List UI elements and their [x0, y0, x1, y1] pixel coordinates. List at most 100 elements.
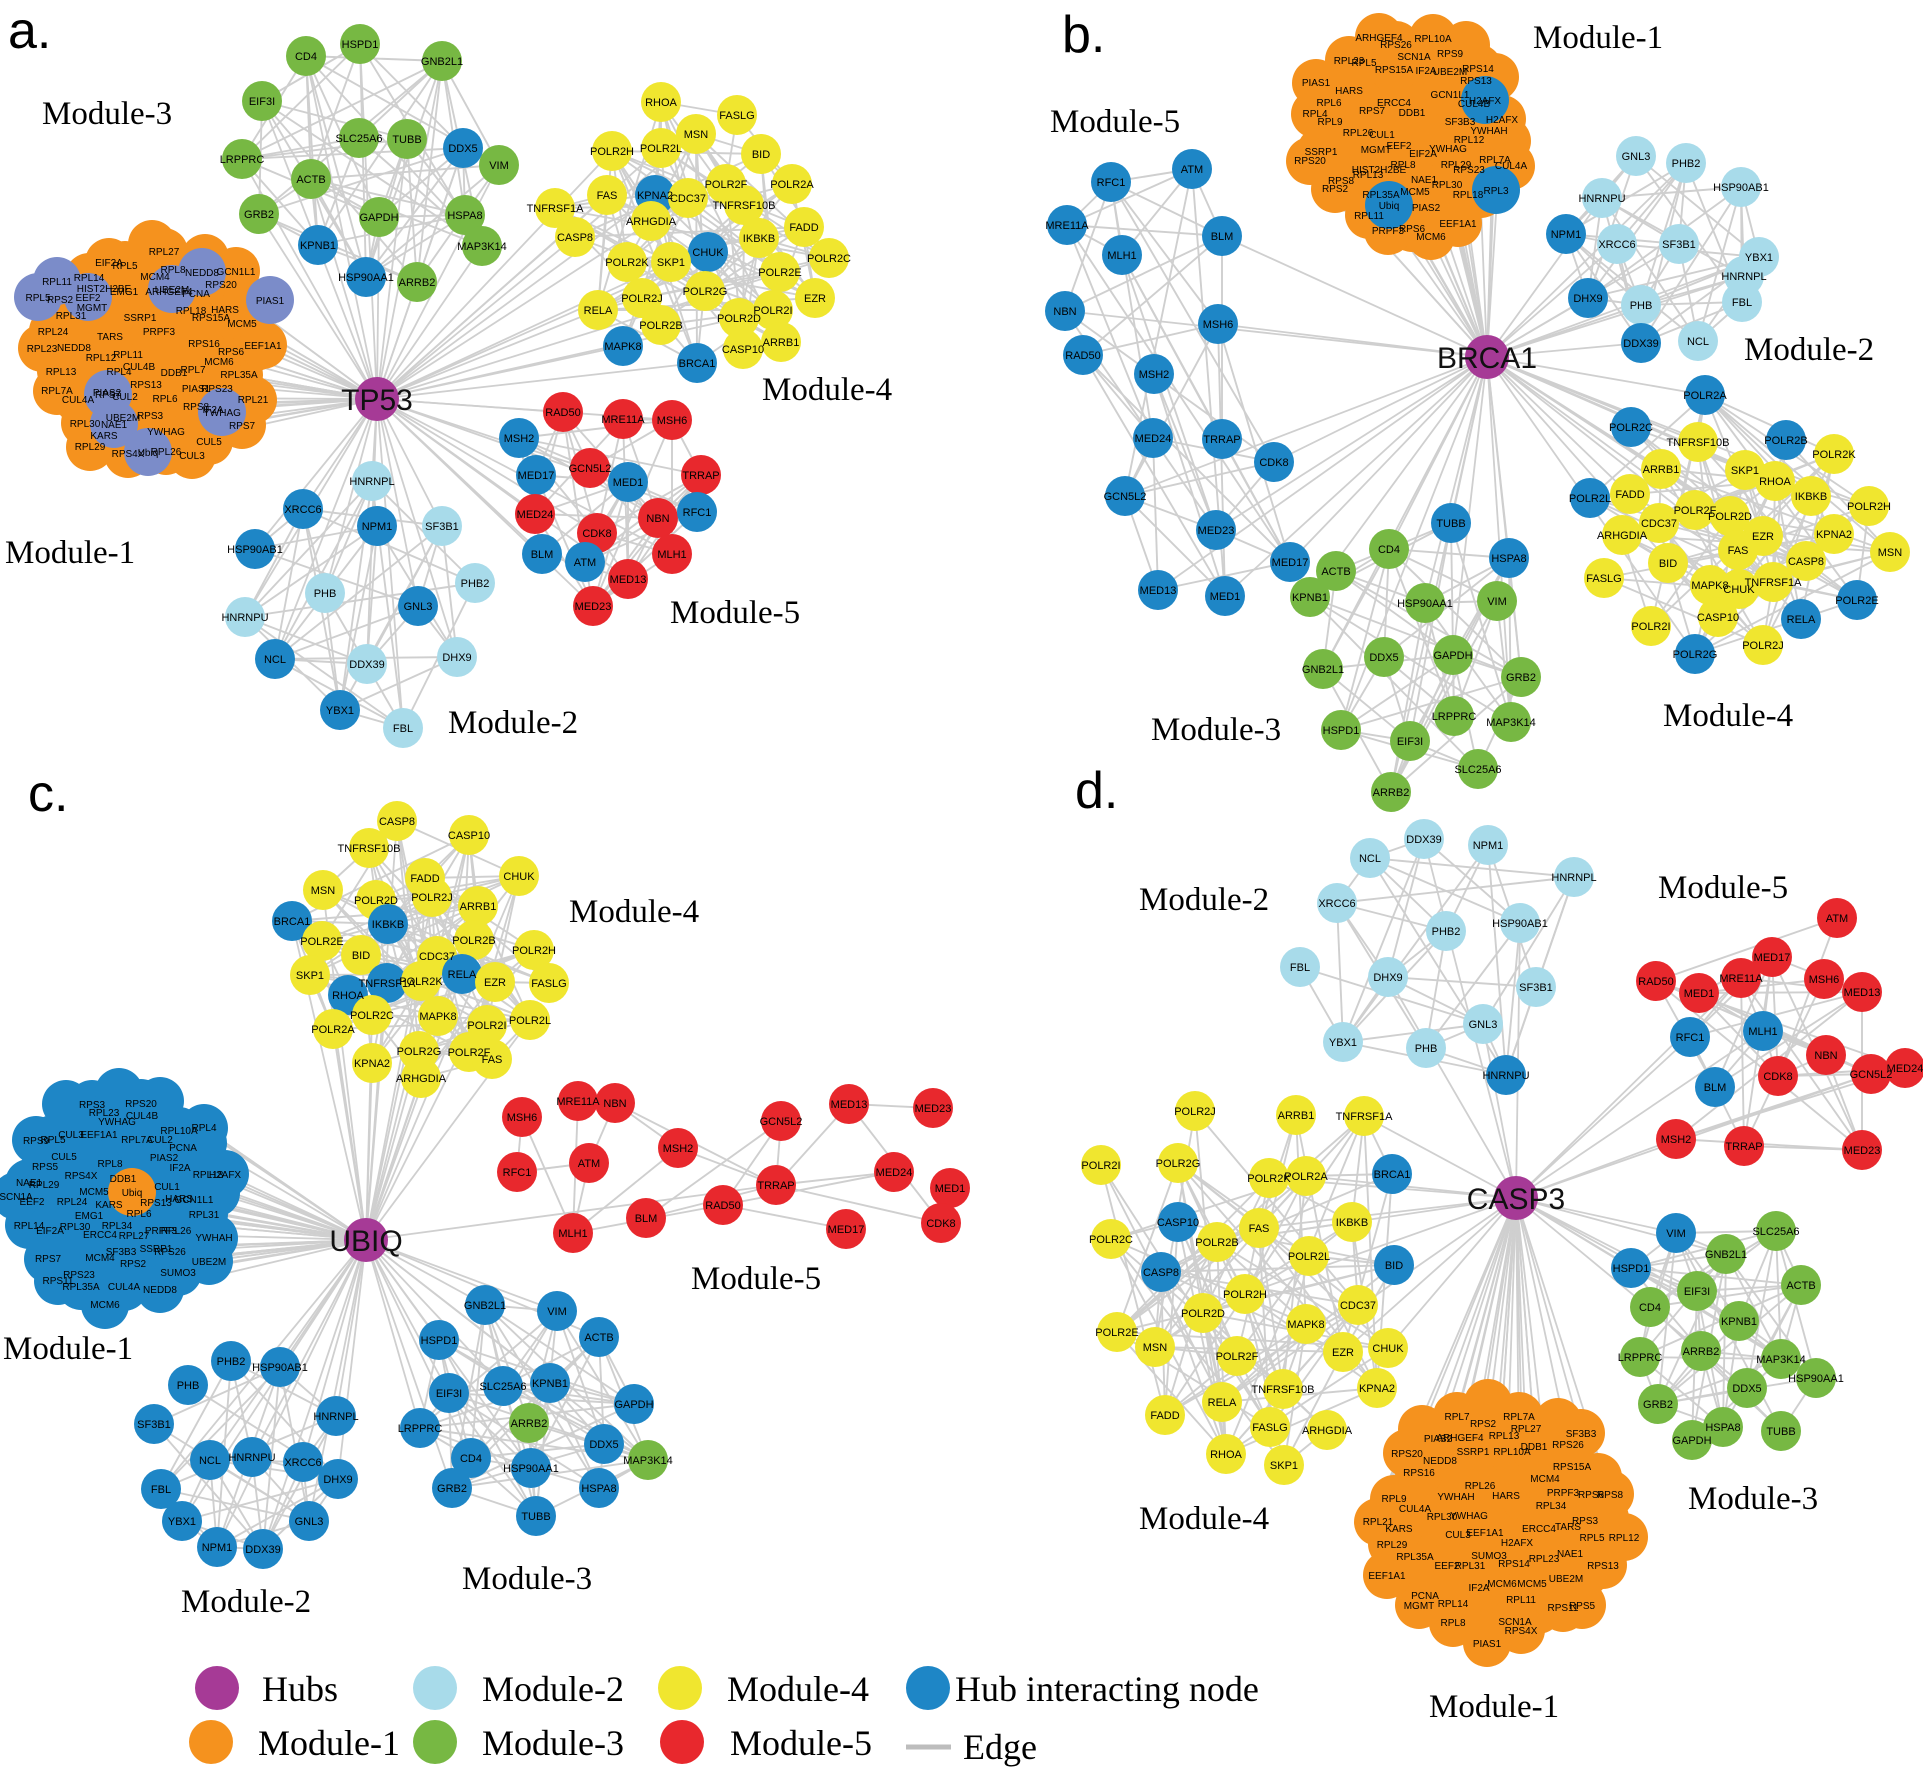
svg-text:RPL30: RPL30	[1427, 1512, 1458, 1523]
svg-text:CUL4A: CUL4A	[62, 395, 95, 406]
svg-text:BLM: BLM	[1211, 231, 1234, 243]
svg-text:Module-3: Module-3	[1688, 1481, 1818, 1517]
svg-text:RPS7: RPS7	[95, 390, 122, 401]
svg-text:MAPK8: MAPK8	[419, 1011, 456, 1023]
svg-text:RPL31: RPL31	[56, 311, 87, 322]
svg-text:RPL6: RPL6	[152, 394, 177, 405]
svg-text:CUL4B: CUL4B	[126, 1111, 159, 1122]
svg-text:MCM6: MCM6	[90, 1300, 120, 1311]
svg-text:FADD: FADD	[789, 222, 818, 234]
svg-text:YWHAG: YWHAG	[147, 427, 185, 438]
svg-text:NCL: NCL	[1359, 853, 1381, 865]
svg-text:RPL10A: RPL10A	[1493, 1447, 1531, 1458]
svg-text:HNRNPL: HNRNPL	[1551, 872, 1596, 884]
svg-text:ARHGEF4: ARHGEF4	[1355, 33, 1403, 44]
svg-text:TNFRSF1A: TNFRSF1A	[1336, 1111, 1394, 1123]
svg-text:RHOA: RHOA	[645, 97, 677, 109]
svg-text:MRE11A: MRE11A	[1045, 220, 1089, 232]
svg-text:NAE1: NAE1	[101, 420, 128, 431]
svg-text:RPL6: RPL6	[126, 1209, 151, 1220]
svg-text:POLR2K: POLR2K	[1812, 449, 1856, 461]
svg-text:NBN: NBN	[646, 513, 669, 525]
svg-text:DDX39: DDX39	[349, 659, 384, 671]
svg-text:RPS3: RPS3	[137, 411, 164, 422]
svg-text:MED17: MED17	[1272, 557, 1309, 569]
svg-text:RHOA: RHOA	[332, 990, 364, 1002]
svg-text:RPS4X: RPS4X	[112, 449, 145, 460]
svg-text:UBE2M: UBE2M	[1433, 67, 1467, 78]
svg-text:MSH6: MSH6	[1203, 319, 1234, 331]
svg-text:POLR2I: POLR2I	[753, 305, 792, 317]
svg-text:Module-1: Module-1	[1429, 1689, 1559, 1725]
svg-text:CASP10: CASP10	[722, 344, 764, 356]
svg-text:POLR2K: POLR2K	[399, 976, 443, 988]
svg-text:NEDD8: NEDD8	[143, 1285, 177, 1296]
svg-text:GNB2L1: GNB2L1	[1705, 1249, 1747, 1261]
svg-text:RPL11: RPL11	[1506, 1595, 1536, 1606]
svg-text:Module-2: Module-2	[448, 705, 578, 741]
svg-text:MAP3K14: MAP3K14	[1756, 1354, 1806, 1366]
svg-text:RPS8: RPS8	[1597, 1490, 1624, 1501]
svg-text:Ubiq: Ubiq	[138, 448, 159, 459]
svg-text:HSPD1: HSPD1	[421, 1335, 458, 1347]
svg-text:POLR2B: POLR2B	[1195, 1237, 1238, 1249]
svg-text:EEF2: EEF2	[75, 293, 100, 304]
svg-text:TUBB: TUBB	[392, 134, 421, 146]
svg-text:Module-4: Module-4	[762, 372, 892, 408]
svg-text:PRPF3: PRPF3	[1372, 226, 1405, 237]
svg-text:RPL9: RPL9	[1381, 1494, 1406, 1505]
svg-text:IF2A: IF2A	[1468, 1583, 1489, 1594]
svg-text:LRPPRC: LRPPRC	[1618, 1352, 1663, 1364]
svg-text:HNRNPU: HNRNPU	[1482, 1070, 1529, 1082]
svg-text:TRRAP: TRRAP	[682, 470, 719, 482]
svg-text:YBX1: YBX1	[168, 1516, 196, 1528]
svg-text:SLC25A6: SLC25A6	[335, 133, 382, 145]
svg-text:H2AFX: H2AFX	[209, 1170, 242, 1181]
svg-text:RFC1: RFC1	[503, 1167, 532, 1179]
svg-text:HSPA8: HSPA8	[581, 1483, 616, 1495]
svg-text:EIF3I: EIF3I	[1684, 1286, 1710, 1298]
svg-text:NEDD8: NEDD8	[1423, 1456, 1457, 1467]
svg-text:POLR2J: POLR2J	[621, 293, 663, 305]
svg-text:MED1: MED1	[613, 477, 644, 489]
svg-text:BID: BID	[1659, 558, 1677, 570]
svg-text:CHUK: CHUK	[692, 247, 724, 259]
svg-text:b.: b.	[1062, 6, 1105, 64]
svg-text:PIAS1: PIAS1	[182, 384, 211, 395]
svg-text:PRPF3: PRPF3	[1547, 1488, 1580, 1499]
svg-text:Edge: Edge	[963, 1727, 1037, 1767]
svg-text:POLR2A: POLR2A	[1284, 1171, 1328, 1183]
svg-text:MED13: MED13	[1844, 987, 1881, 999]
svg-text:RPS11: RPS11	[43, 1276, 74, 1287]
svg-text:CDK8: CDK8	[582, 528, 611, 540]
svg-text:HNRNPL: HNRNPL	[1721, 271, 1766, 283]
svg-text:POLR2H: POLR2H	[1223, 1289, 1267, 1301]
svg-text:IF2A: IF2A	[169, 1163, 190, 1174]
svg-text:MED1: MED1	[935, 1183, 966, 1195]
svg-text:Module-5: Module-5	[730, 1723, 872, 1763]
svg-text:RPL18: RPL18	[193, 1170, 224, 1181]
svg-text:Module-1: Module-1	[5, 535, 135, 571]
svg-text:GAPDH: GAPDH	[1433, 650, 1472, 662]
svg-text:RPS9: RPS9	[23, 1136, 50, 1147]
svg-text:GNL3: GNL3	[295, 1516, 324, 1528]
svg-text:RPL24: RPL24	[38, 327, 69, 338]
svg-text:MCM6: MCM6	[1416, 232, 1446, 243]
svg-text:MAP3K14: MAP3K14	[457, 241, 507, 253]
svg-text:EEF1A1: EEF1A1	[1439, 219, 1477, 230]
svg-text:HNRNPL: HNRNPL	[349, 476, 394, 488]
svg-text:RPL8: RPL8	[1440, 1618, 1465, 1629]
svg-text:ACTB: ACTB	[584, 1332, 613, 1344]
svg-text:NAE1: NAE1	[16, 1178, 43, 1189]
svg-text:PHB2: PHB2	[217, 1356, 246, 1368]
svg-text:ERCC4: ERCC4	[1522, 1524, 1556, 1535]
svg-text:BRCA1: BRCA1	[679, 358, 716, 370]
svg-text:YWHAH: YWHAH	[1470, 126, 1507, 137]
svg-text:RPL6: RPL6	[1316, 98, 1341, 109]
svg-text:FADD: FADD	[1150, 1410, 1179, 1422]
svg-text:UBE2M: UBE2M	[155, 285, 189, 296]
svg-text:RPL5: RPL5	[25, 293, 50, 304]
svg-text:XRCC6: XRCC6	[1318, 898, 1355, 910]
svg-text:RPL13: RPL13	[1489, 1431, 1520, 1442]
svg-text:EIF2A: EIF2A	[36, 1226, 64, 1237]
